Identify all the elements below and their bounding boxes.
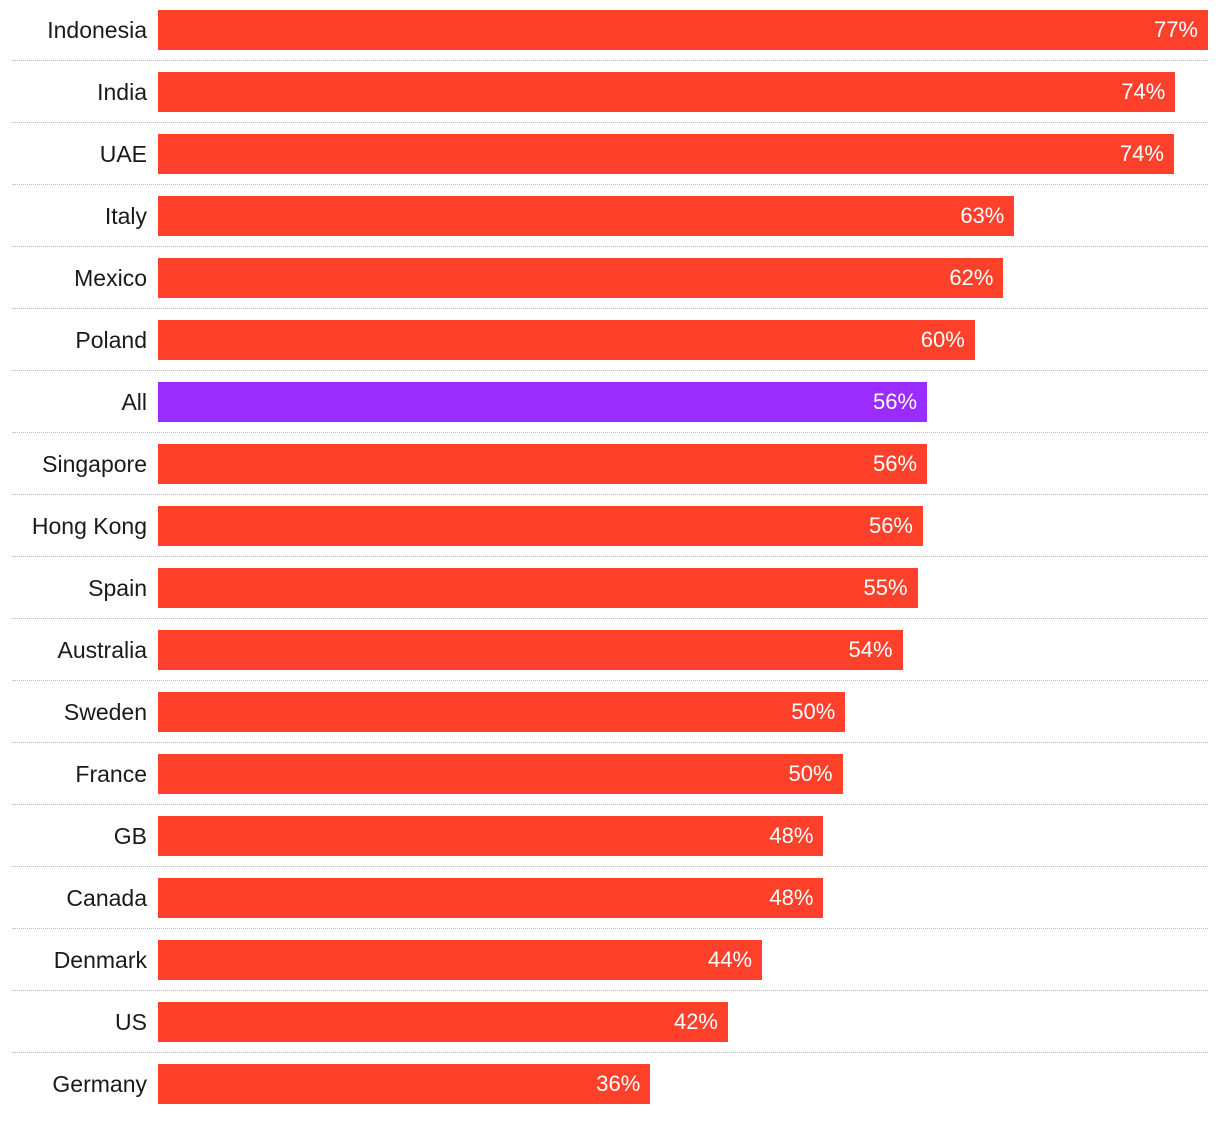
bar-hong-kong: 56% [158,506,923,546]
row-divider [12,494,1208,495]
category-label: Canada [66,885,147,911]
bar-row-australia: Australia 54% [0,630,1220,692]
bar-row-india: India 74% [0,72,1220,134]
bar-row-singapore: Singapore 56% [0,444,1220,506]
value-label: 42% [673,1009,718,1034]
category-label: Mexico [74,265,147,291]
row-divider [12,1052,1208,1053]
category-label: Poland [75,327,147,353]
bar-gb: 48% [158,816,824,856]
bar-row-poland: Poland 60% [0,320,1220,382]
row-divider [12,308,1208,309]
value-label: 54% [848,637,893,662]
value-label: 36% [596,1071,641,1096]
value-label: 62% [949,265,994,290]
value-label: 74% [1121,79,1166,104]
bar-australia: 54% [158,630,903,670]
value-label: 56% [868,513,913,538]
bar-italy: 63% [158,196,1015,236]
value-label: 44% [708,947,753,972]
row-divider [12,618,1208,619]
row-divider [12,928,1208,929]
bar-denmark: 44% [158,940,763,980]
bar-sweden: 50% [158,692,846,732]
bar-indonesia: 77% [158,10,1208,50]
category-label: US [115,1009,147,1035]
bar-row-all: All 56% [0,382,1220,444]
bar-row-uae: UAE 74% [0,134,1220,196]
value-label: 56% [873,389,918,414]
row-divider [12,742,1208,743]
bar-us: 42% [158,1002,728,1042]
value-label: 48% [769,823,814,848]
category-label: France [75,761,147,787]
bar-row-spain: Spain 55% [0,568,1220,630]
row-divider [12,990,1208,991]
bar-spain: 55% [158,568,918,608]
bar-france: 50% [158,754,843,794]
value-label: 56% [873,451,918,476]
value-label: 50% [788,761,833,786]
bar-row-indonesia: Indonesia 77% [0,10,1220,72]
row-divider [12,122,1208,123]
value-label: 77% [1153,17,1198,42]
bar-row-italy: Italy 63% [0,196,1220,258]
bar-all: 56% [158,382,928,422]
value-label: 55% [863,575,908,600]
row-divider [12,370,1208,371]
value-label: 63% [960,203,1005,228]
bar-row-sweden: Sweden 50% [0,692,1220,754]
row-divider [12,60,1208,61]
bar-row-france: France 50% [0,754,1220,816]
value-label: 50% [791,699,836,724]
bar-row-hong-kong: Hong Kong 56% [0,506,1220,568]
row-divider [12,184,1208,185]
category-label: GB [113,823,147,849]
category-label: India [97,79,147,105]
category-label: Spain [88,575,147,601]
category-label: Germany [52,1071,147,1097]
bar-row-gb: GB 48% [0,816,1220,878]
row-divider [12,866,1208,867]
row-divider [12,804,1208,805]
category-label: Sweden [63,699,147,725]
row-divider [12,556,1208,557]
category-label: Indonesia [47,17,147,43]
bar-row-denmark: Denmark 44% [0,940,1220,1002]
bar-row-canada: Canada 48% [0,878,1220,940]
row-divider [12,680,1208,681]
category-label: Hong Kong [31,513,147,539]
bar-uae: 74% [158,134,1174,174]
bar-mexico: 62% [158,258,1004,298]
bar-row-mexico: Mexico 62% [0,258,1220,320]
bar-row-germany: Germany 36% [0,1064,1220,1126]
bar-singapore: 56% [158,444,928,484]
bar-india: 74% [158,72,1176,112]
bar-poland: 60% [158,320,975,360]
bar-row-us: US 42% [0,1002,1220,1064]
row-divider [12,246,1208,247]
category-label: All [121,389,147,415]
row-divider [12,432,1208,433]
bar-canada: 48% [158,878,824,918]
category-label: UAE [99,141,147,167]
category-label: Denmark [53,947,147,973]
category-label: Singapore [42,451,147,477]
value-label: 48% [769,885,814,910]
value-label: 74% [1119,141,1164,166]
value-label: 60% [920,327,965,352]
bar-germany: 36% [158,1064,651,1104]
category-label: Italy [104,203,147,229]
category-label: Australia [57,637,147,663]
